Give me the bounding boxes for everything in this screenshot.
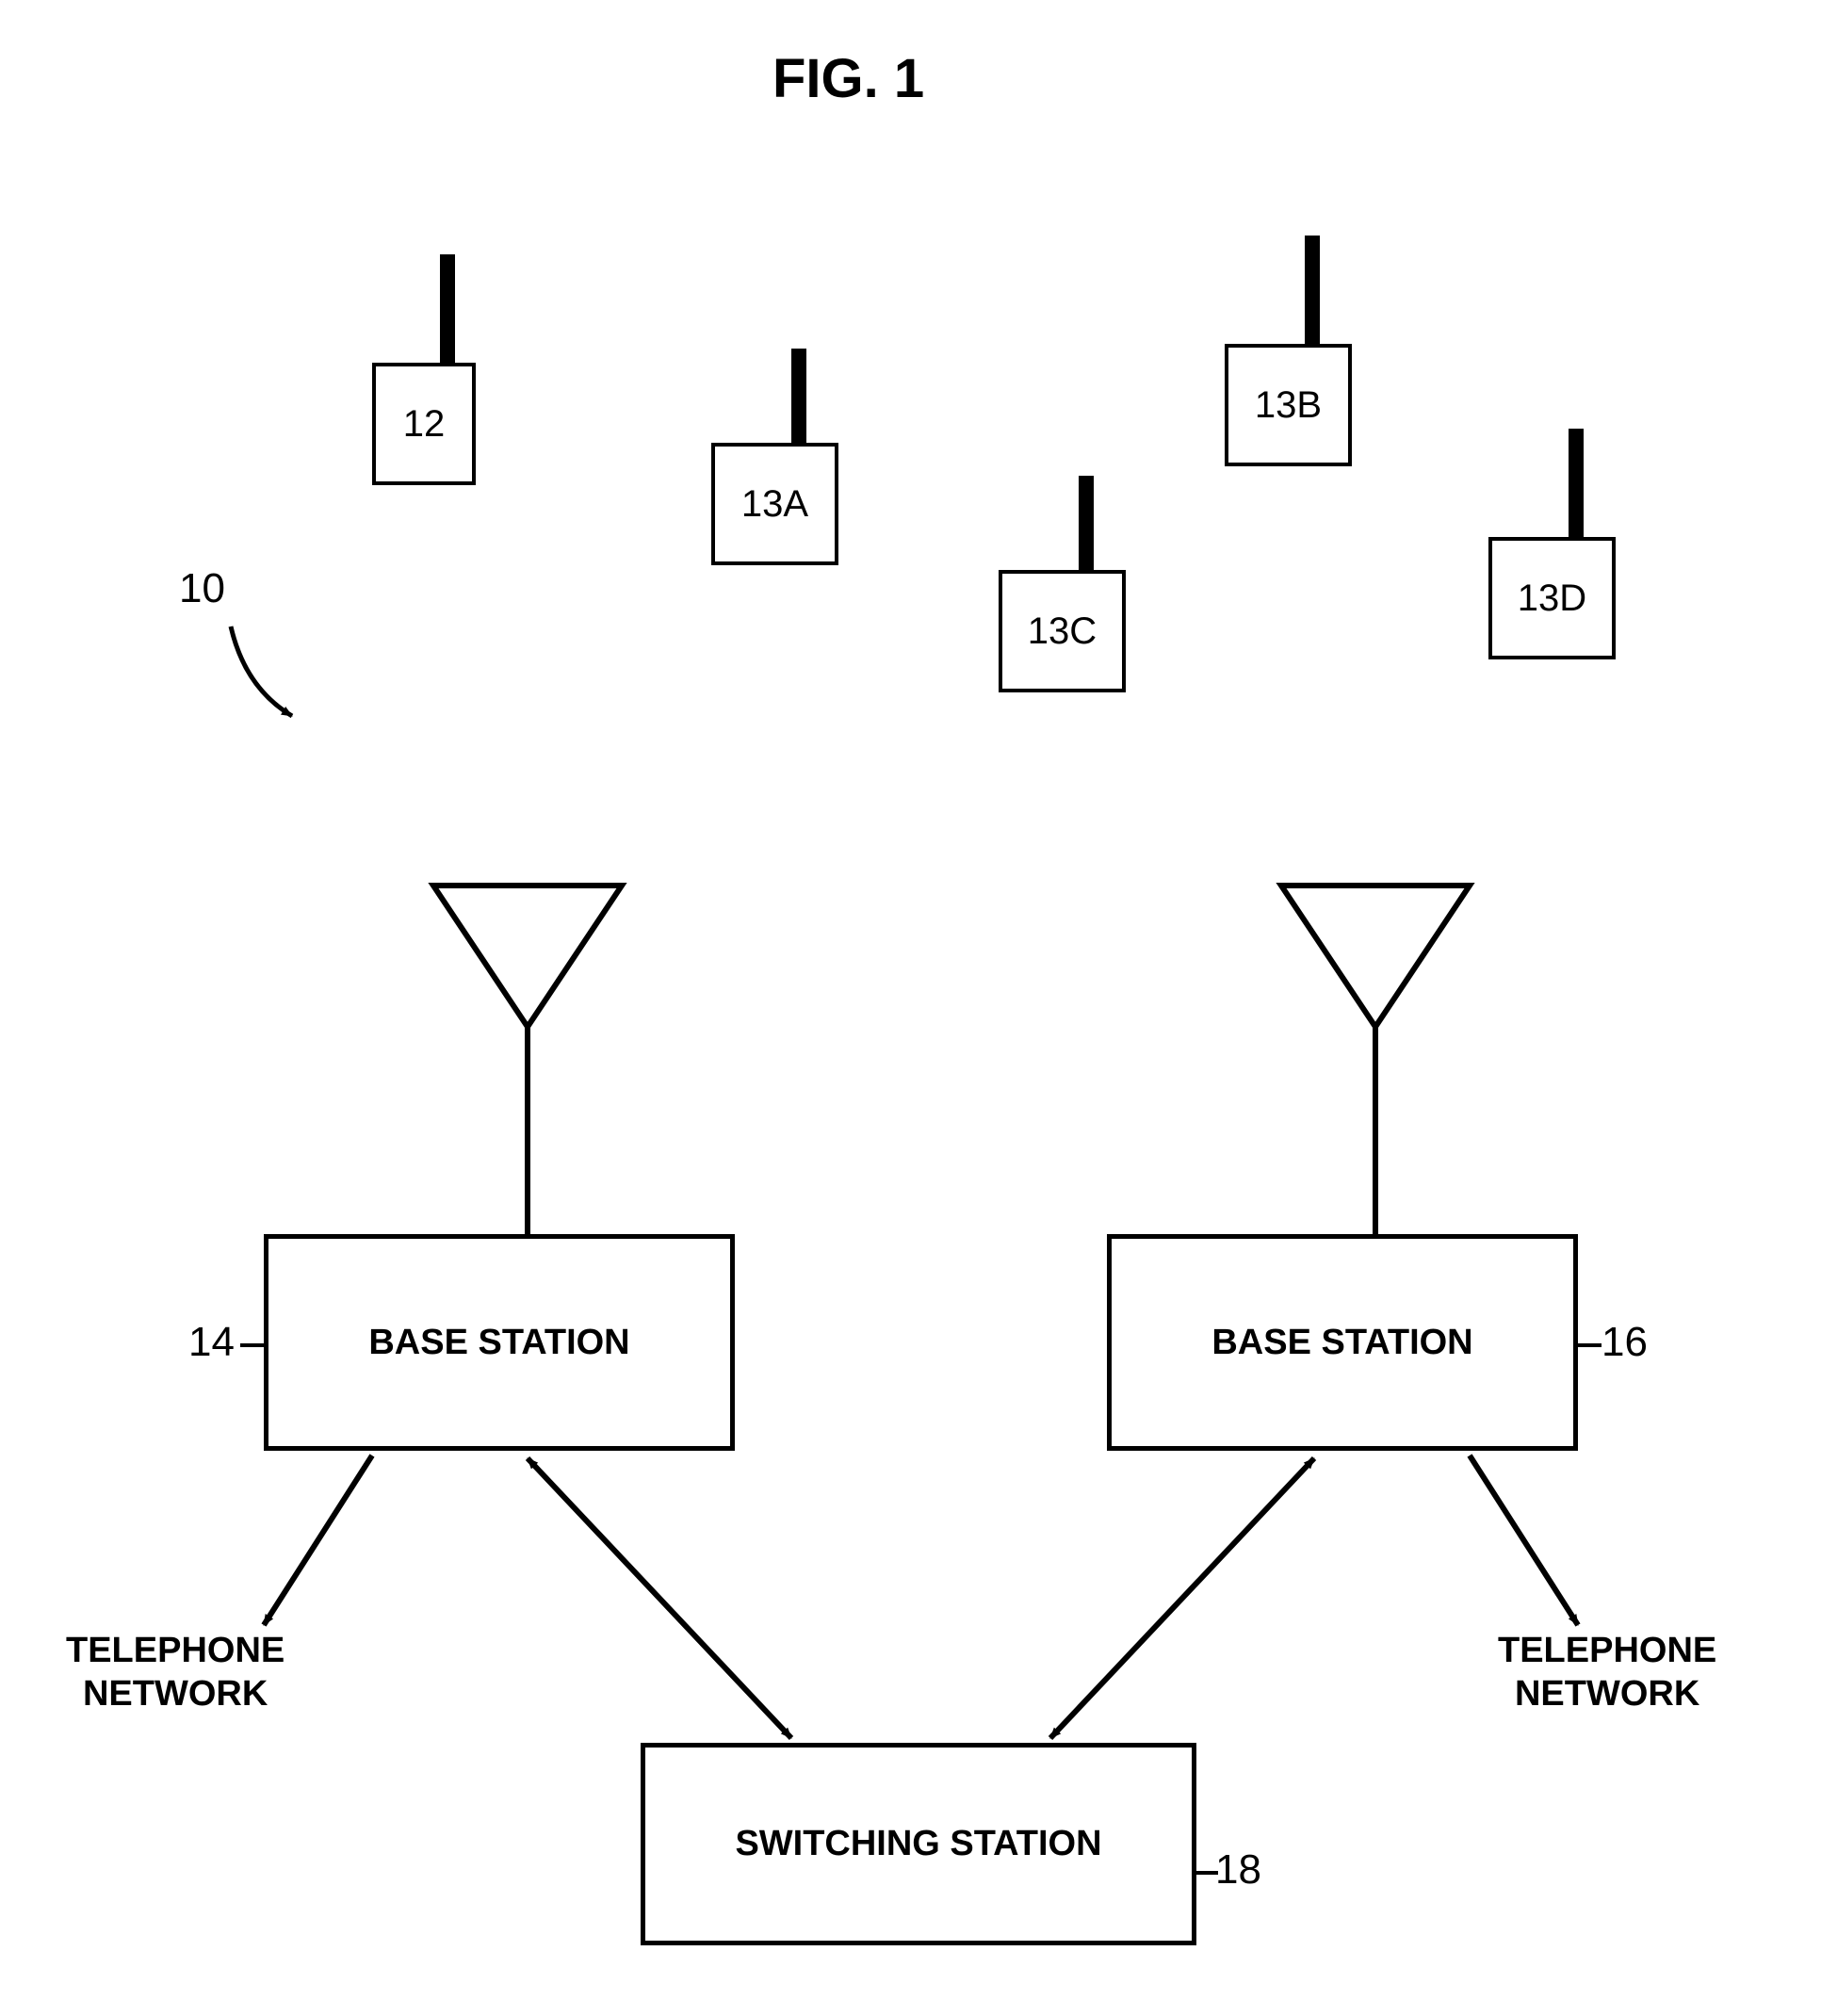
figure-title: FIG. 1 [772, 47, 924, 110]
antenna-icon [1569, 429, 1584, 537]
device-label: 13A [741, 483, 808, 526]
tel-line2: NETWORK [1515, 1674, 1699, 1714]
tel-line2: NETWORK [83, 1674, 268, 1714]
ref-16: 16 [1602, 1319, 1648, 1366]
base-station-16: BASE STATION [1107, 1234, 1578, 1451]
bs14-antenna-icon [433, 886, 622, 1234]
mobile-device-13a: 13A [711, 443, 838, 565]
antenna-icon [1079, 476, 1094, 570]
ref-18: 18 [1215, 1846, 1261, 1894]
station-label: BASE STATION [1211, 1323, 1472, 1363]
ref-10-arrow-icon [231, 626, 292, 716]
mobile-device-13b: 13B [1225, 344, 1352, 466]
antenna-icon [440, 254, 455, 363]
tel-line1: TELEPHONE [1498, 1631, 1716, 1670]
mobile-device-13c: 13C [999, 570, 1126, 692]
bs14-tel-arrow-icon [264, 1455, 372, 1625]
antenna-icon [1305, 236, 1320, 344]
mobile-box: 13C [999, 570, 1126, 692]
bs16-tel-arrow-icon [1470, 1455, 1578, 1625]
mobile-device-12: 12 [372, 363, 476, 485]
antenna-icon [791, 349, 806, 443]
device-label: 13C [1028, 610, 1097, 653]
bs14-sw-arrow-icon [528, 1458, 791, 1738]
device-label: 13D [1518, 577, 1586, 620]
mobile-box: 13B [1225, 344, 1352, 466]
mobile-box: 13D [1488, 537, 1616, 659]
device-label: 13B [1255, 384, 1322, 427]
bs16-sw-arrow-icon [1050, 1458, 1314, 1738]
station-label: BASE STATION [368, 1323, 629, 1363]
system-ref-label: 10 [179, 565, 225, 612]
mobile-box: 12 [372, 363, 476, 485]
bs16-antenna-icon [1281, 886, 1470, 1234]
ref-14: 14 [188, 1319, 235, 1366]
telephone-network-right: TELEPHONE NETWORK [1498, 1630, 1716, 1715]
mobile-box: 13A [711, 443, 838, 565]
base-station-14: BASE STATION [264, 1234, 735, 1451]
tel-line1: TELEPHONE [66, 1631, 285, 1670]
mobile-device-13d: 13D [1488, 537, 1616, 659]
station-label: SWITCHING STATION [735, 1824, 1101, 1864]
device-label: 12 [403, 403, 446, 446]
telephone-network-left: TELEPHONE NETWORK [66, 1630, 285, 1715]
switching-station: SWITCHING STATION [641, 1743, 1196, 1945]
